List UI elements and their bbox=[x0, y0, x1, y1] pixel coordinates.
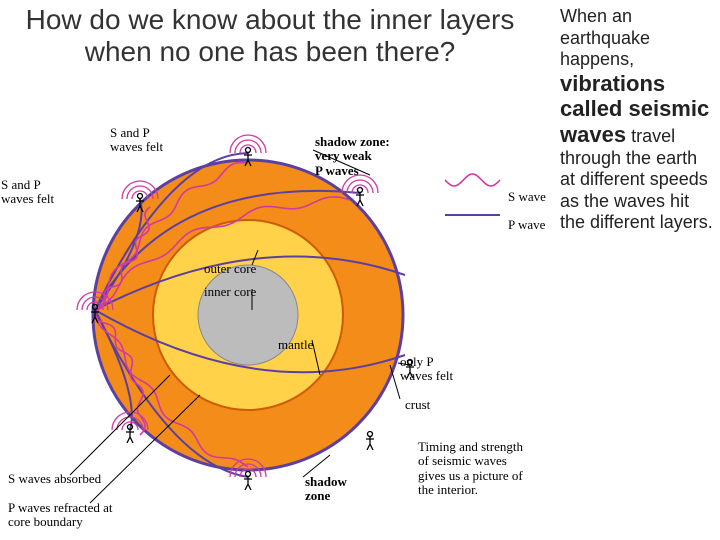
page-title: How do we know about the inner layers wh… bbox=[20, 4, 520, 68]
label-mantle: mantle bbox=[278, 338, 313, 352]
label-felt-left: S and Pwaves felt bbox=[1, 178, 61, 207]
label-p-refracted: P waves refracted atcore boundary bbox=[8, 501, 158, 530]
right-intro: When an earthquake happens, bbox=[560, 6, 650, 69]
label-outer-core: outer core bbox=[204, 262, 256, 276]
label-s-absorbed: S waves absorbed bbox=[8, 472, 128, 486]
label-inner-core: inner core bbox=[204, 285, 256, 299]
right-explanation: When an earthquake happens, vibrations c… bbox=[560, 6, 715, 234]
label-shadow-top: shadow zone:very weakP waves bbox=[315, 135, 425, 178]
label-only-p: only Pwaves felt bbox=[400, 355, 460, 384]
label-p-wave: P wave bbox=[508, 218, 545, 232]
label-crust: crust bbox=[405, 398, 430, 412]
label-s-wave: S wave bbox=[508, 190, 546, 204]
label-shadow-bot: shadowzone bbox=[305, 475, 375, 504]
label-felt-top: S and Pwaves felt bbox=[110, 126, 180, 155]
label-timing: Timing and strengthof seismic wavesgives… bbox=[418, 440, 558, 497]
